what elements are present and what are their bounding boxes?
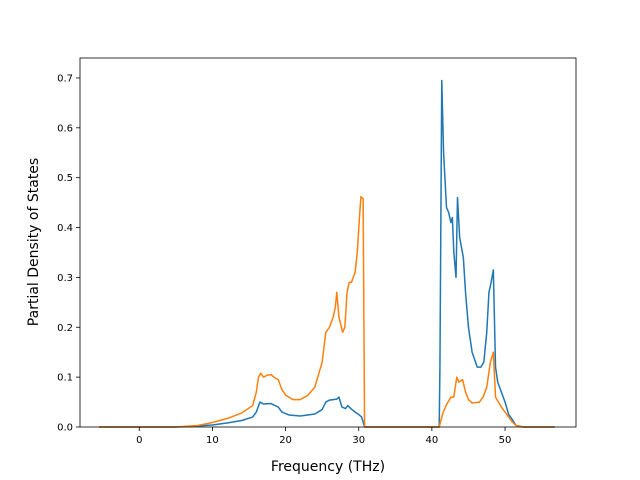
y-tick-label: 0.5 [57,173,73,184]
y-tick-label: 0.3 [57,273,73,284]
y-tick-label: 0.4 [57,223,73,234]
axes-frame [79,57,577,428]
y-axis-ticks: 0.0 0.1 0.2 0.3 0.4 0.5 0.6 0.7 [57,73,80,434]
x-tick-label: 50 [499,435,512,446]
y-tick-label: 0.1 [57,373,73,384]
y-tick-label: 0.2 [57,323,73,334]
y-axis-label: Partial Density of States [26,158,42,326]
x-tick-label: 0 [136,435,142,446]
pdos-series-2-line [99,195,555,428]
pdos-series-1-line [99,79,555,428]
x-tick-label: 40 [426,435,439,446]
x-tick-label: 10 [206,435,219,446]
y-tick-label: 0.7 [57,73,73,84]
y-tick-label: 0.6 [57,123,73,134]
y-tick-label: 0.0 [57,423,73,434]
plot-lines [99,79,555,428]
x-axis-ticks: 0 10 20 30 40 50 [136,427,511,446]
x-axis-label: Frequency (THz) [271,459,385,475]
x-tick-label: 20 [279,435,292,446]
x-tick-label: 30 [352,435,365,446]
